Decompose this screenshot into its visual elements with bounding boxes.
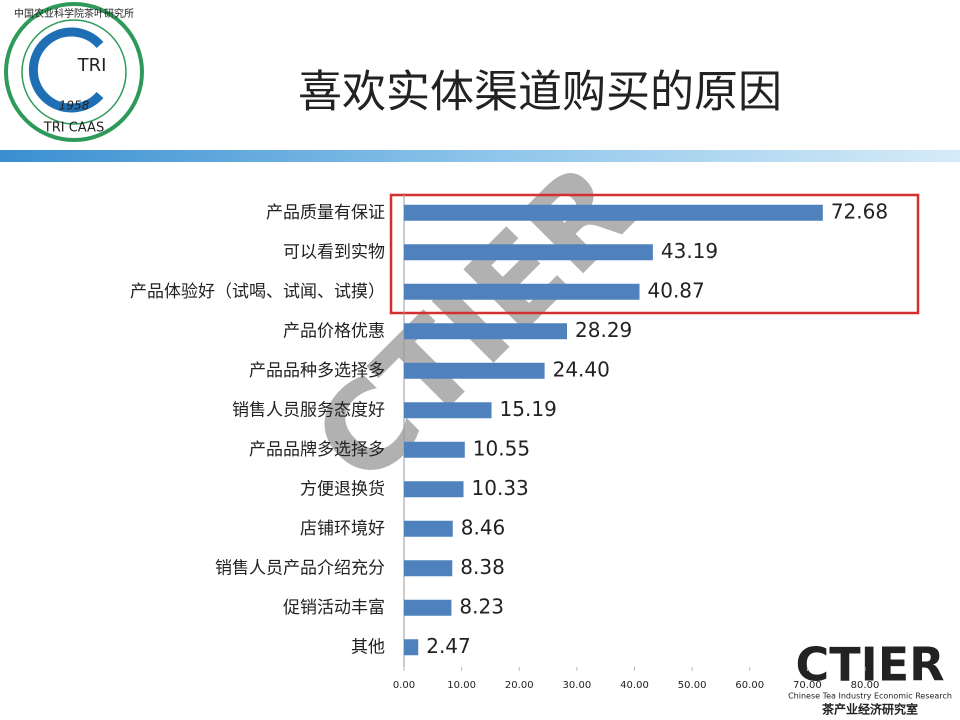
bar bbox=[404, 560, 453, 577]
bar bbox=[404, 481, 464, 498]
bar bbox=[404, 520, 453, 537]
y-tick-label: 产品价格优惠 bbox=[283, 321, 385, 341]
value-label: 10.33 bbox=[472, 476, 529, 500]
logo-c bbox=[28, 27, 104, 113]
bar bbox=[404, 362, 545, 379]
y-tick-label: 产品体验好（试喝、试闻、试摸） bbox=[130, 282, 385, 302]
corner-chinese: 茶产业经济研究室 bbox=[821, 702, 918, 717]
value-label: 10.55 bbox=[473, 436, 530, 460]
bar bbox=[404, 639, 419, 656]
logo-ring-text: 中国农业科学院茶叶研究所 bbox=[14, 7, 134, 20]
chart-title: 喜欢实体渠道购买的原因 bbox=[298, 67, 782, 118]
logo: TRI 1958 TRI CAAS 中国农业科学院茶叶研究所 bbox=[4, 2, 144, 142]
y-tick-label: 产品质量有保证 bbox=[266, 203, 385, 223]
bar bbox=[404, 441, 465, 458]
x-tick-label: 0.00 bbox=[393, 680, 415, 691]
value-label: 40.87 bbox=[648, 278, 705, 302]
corner-brand: CTIER bbox=[795, 638, 944, 692]
x-tick-label: 40.00 bbox=[620, 680, 649, 691]
x-tick-label: 70.00 bbox=[793, 680, 822, 691]
corner-english: Chinese Tea Industry Economic Research bbox=[788, 692, 952, 701]
bar bbox=[404, 244, 653, 261]
bar bbox=[404, 323, 568, 340]
x-tick-label: 60.00 bbox=[735, 680, 764, 691]
y-tick-label: 可以看到实物 bbox=[283, 242, 385, 262]
y-tick-label: 产品品种多选择多 bbox=[249, 361, 385, 381]
logo-ring bbox=[4, 2, 144, 142]
value-label: 72.68 bbox=[831, 199, 888, 223]
y-tick-label: 销售人员产品介绍充分 bbox=[215, 558, 385, 578]
y-tick-label: 产品品牌多选择多 bbox=[249, 440, 385, 460]
y-tick-label: 方便退换货 bbox=[300, 479, 385, 499]
value-label: 2.47 bbox=[426, 634, 471, 658]
bar bbox=[404, 402, 492, 419]
x-tick-label: 20.00 bbox=[505, 680, 534, 691]
logo-bottom: TRI CAAS bbox=[43, 121, 104, 136]
highlight-box bbox=[389, 193, 920, 315]
logo-year: 1958 bbox=[59, 99, 90, 113]
x-tick-label: 30.00 bbox=[563, 680, 592, 691]
value-label: 8.46 bbox=[461, 515, 506, 539]
logo-text: TRI bbox=[77, 55, 107, 76]
logo-inner bbox=[21, 19, 127, 125]
y-tick-label: 销售人员服务态度好 bbox=[232, 400, 385, 420]
bar bbox=[404, 599, 452, 616]
y-tick-label: 店铺环境好 bbox=[300, 519, 385, 539]
corner-logo: CTIER Chinese Tea Industry Economic Rese… bbox=[788, 638, 952, 717]
x-tick-label: 80.00 bbox=[851, 680, 880, 691]
bar bbox=[404, 283, 640, 300]
value-label: 8.38 bbox=[460, 555, 505, 579]
value-label: 28.29 bbox=[575, 318, 632, 342]
value-label: 43.19 bbox=[661, 239, 718, 263]
y-tick-label: 其他 bbox=[351, 637, 385, 657]
x-tick-label: 10.00 bbox=[447, 680, 476, 691]
value-label: 24.40 bbox=[553, 357, 610, 381]
x-tick-label: 50.00 bbox=[678, 680, 707, 691]
header-band bbox=[0, 150, 960, 162]
bar bbox=[404, 204, 823, 221]
y-tick-label: 促销活动丰富 bbox=[283, 598, 385, 618]
value-label: 8.23 bbox=[459, 594, 504, 618]
value-label: 15.19 bbox=[500, 397, 557, 421]
